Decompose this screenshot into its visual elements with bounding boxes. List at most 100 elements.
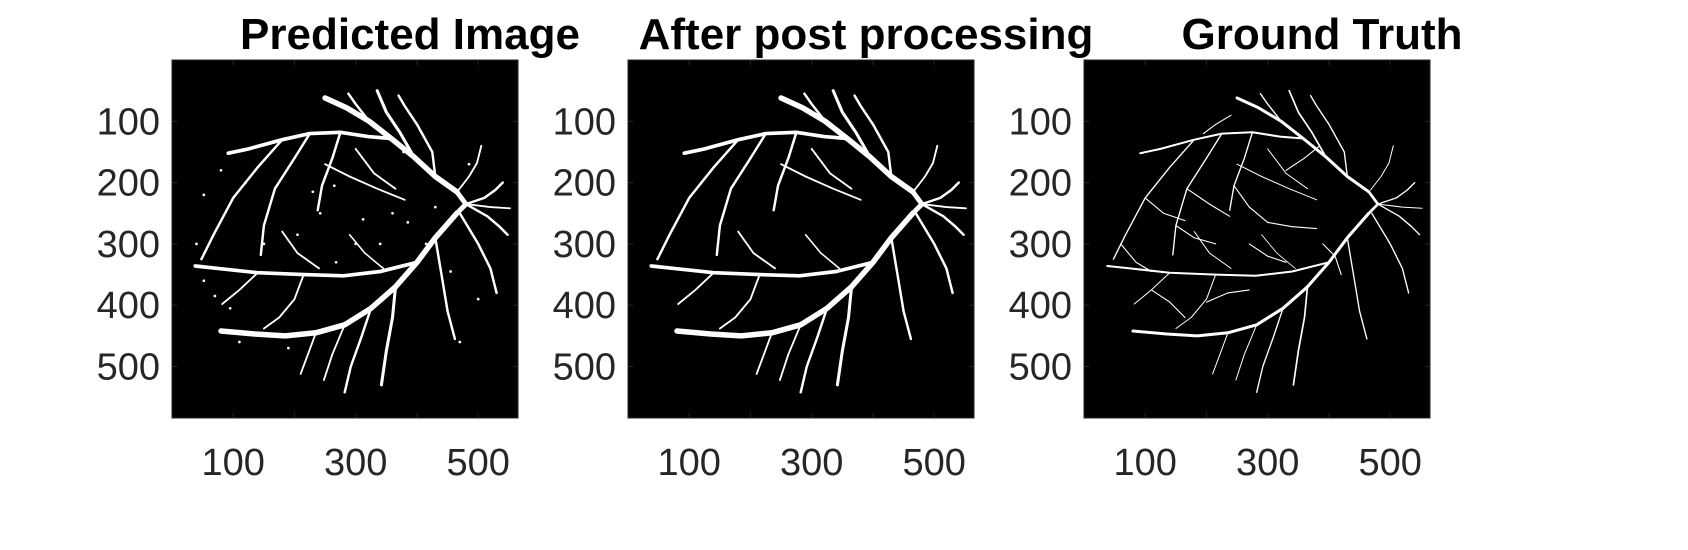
image-axes: 100 200 300 400 500 100 300 500 — [1009, 59, 1431, 484]
vessel-segment — [464, 202, 509, 236]
vessel-segment — [259, 132, 312, 257]
vessel-segment — [354, 147, 397, 190]
noise-speck — [467, 162, 471, 166]
noise-speck — [424, 242, 428, 246]
capillary-segment — [1202, 114, 1232, 135]
capillary-segment — [1150, 289, 1186, 319]
vessel-segment — [1346, 237, 1368, 340]
vessel-segment — [1292, 285, 1309, 386]
noise-speck — [391, 211, 394, 215]
vessel-segment — [1256, 307, 1284, 393]
noise-speck — [334, 260, 338, 264]
vessel-segment — [804, 233, 841, 270]
vessel-map — [1106, 89, 1423, 393]
noise-speck — [228, 306, 232, 310]
vessel-segment — [674, 210, 916, 339]
noise-speck — [213, 294, 217, 298]
noise-speck — [378, 242, 382, 246]
y-tick-label: 300 — [97, 224, 160, 266]
y-tick-label: 300 — [553, 224, 616, 266]
noise-speck — [296, 233, 299, 237]
vessel-segment — [464, 203, 511, 210]
vessel-segment — [755, 331, 773, 375]
panel-after-post-processing: After post processing 100 200 300 400 500 100… — [553, 0, 1146, 550]
vessel-segment — [920, 202, 965, 236]
vessel-segment — [831, 89, 872, 159]
vessel-segment — [677, 271, 715, 305]
vessel-segment — [324, 163, 406, 201]
y-tick-label: 300 — [1009, 224, 1072, 266]
vessel-segment — [772, 131, 798, 212]
noise-speck — [311, 190, 315, 194]
vessel-segment — [1377, 181, 1416, 205]
vessel-segment — [853, 94, 893, 178]
vessel-segment — [1371, 212, 1410, 294]
vessel-segment — [322, 323, 346, 381]
image-background — [171, 59, 519, 419]
vessel-segment — [1377, 203, 1423, 209]
vessel-segment — [890, 236, 913, 341]
noise-speck — [202, 193, 206, 197]
vessel-segment — [718, 273, 761, 330]
vessel-segment — [803, 92, 827, 123]
vessel-segment — [1288, 89, 1327, 158]
capillary-segment — [1205, 289, 1250, 303]
vessel-segment — [780, 163, 862, 201]
vessel-segment — [1212, 332, 1229, 375]
image-axes: 100 200 300 400 500 100 300 500 — [97, 59, 519, 484]
y-tick-label: 500 — [1009, 347, 1072, 389]
y-tick-label: 200 — [553, 163, 616, 205]
vessel-segment — [218, 210, 460, 339]
panel-title: Predicted Image — [240, 10, 580, 59]
capillary-segment — [1285, 145, 1321, 171]
image-axes: 100 200 300 400 500 100 300 500 — [553, 59, 975, 484]
y-tick-label: 400 — [1009, 285, 1072, 327]
vessel-segment — [1175, 274, 1217, 330]
image-background — [1083, 59, 1431, 419]
vessel-segment — [316, 131, 342, 212]
vessel-segment — [457, 144, 483, 191]
x-tick-label: 100 — [1114, 442, 1177, 484]
capillary-segment — [1248, 243, 1287, 263]
y-tick-label: 200 — [1009, 163, 1072, 205]
x-tick-label: 500 — [902, 442, 965, 484]
vessel-segment — [347, 92, 371, 123]
vessel-segment — [464, 181, 504, 206]
noise-speck — [433, 205, 437, 209]
noise-speck — [449, 270, 452, 273]
x-tick-label: 300 — [780, 442, 843, 484]
vessel-segment — [1370, 145, 1394, 191]
panel-title: After post processing — [638, 10, 1094, 59]
x-tick-label: 300 — [324, 442, 387, 484]
noise-speck — [202, 279, 206, 283]
x-tick-label: 500 — [1358, 442, 1421, 484]
x-tick-label: 100 — [658, 442, 721, 484]
noise-speck — [219, 168, 223, 172]
vessel-segment — [920, 203, 967, 210]
vessel-segment — [200, 138, 284, 261]
vessel-segment — [262, 273, 305, 330]
noise-speck — [318, 211, 322, 215]
capillary-segment — [1322, 243, 1342, 276]
vessel-segment — [656, 138, 740, 261]
vessel-segment — [920, 181, 960, 206]
noise-speck — [406, 221, 410, 224]
y-tick-label: 100 — [1009, 101, 1072, 143]
noise-speck — [244, 181, 247, 184]
vessel-segment — [281, 230, 320, 270]
panel-ground-truth: Ground Truth 100 200 300 400 500 100 300 500 — [1009, 0, 1602, 550]
noise-speck — [238, 340, 241, 344]
panel-predicted-image: Predicted Image 100 200 300 400 500 100 300 500 — [97, 0, 690, 550]
capillary-segment — [1144, 197, 1186, 222]
vessel-segment — [778, 323, 802, 381]
x-tick-label: 300 — [1236, 442, 1299, 484]
vessel-segment — [1267, 148, 1309, 190]
noise-speck — [195, 242, 198, 246]
vessel-segment — [715, 132, 768, 257]
capillary-segment — [1186, 188, 1231, 217]
vessel-map — [649, 89, 967, 394]
capillary-segment — [1267, 221, 1318, 230]
noise-speck — [476, 297, 480, 301]
image-background — [627, 59, 975, 419]
vessel-segment — [914, 212, 954, 295]
